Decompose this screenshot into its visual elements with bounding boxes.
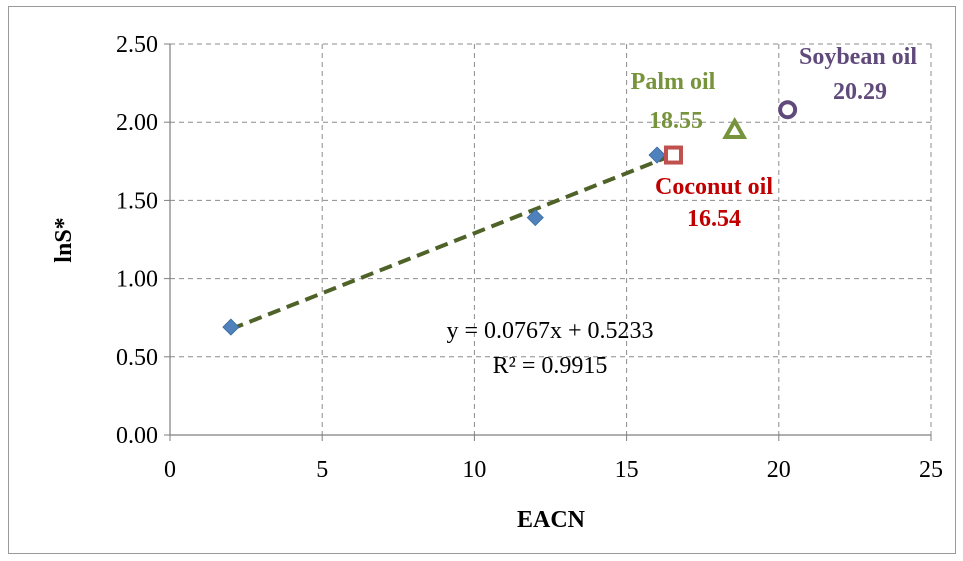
tick-labels: 0 5 10 15 20 25 0.00 0.50 1.00 1.50 2.00 2.50 (116, 32, 943, 483)
y-axis-title: lnS* (51, 217, 77, 262)
coconut-oil-marker (663, 145, 683, 165)
soybean-oil-marker (778, 100, 798, 120)
chart-frame (8, 6, 956, 554)
x-axis-title: EACN (517, 507, 586, 533)
data-point-diamond (648, 146, 666, 164)
soybean-oil-label: Soybean oil (799, 44, 917, 70)
axes (164, 43, 932, 441)
y-tick-label: 1.00 (116, 267, 158, 293)
soybean-oil-eacn-value: 20.29 (833, 79, 887, 105)
data-point-diamond (222, 318, 240, 336)
trendline-r2: R² = 0.9915 (493, 353, 608, 379)
data-points (222, 100, 798, 336)
palm-oil-marker (722, 116, 748, 140)
palm-oil-label: Palm oil (631, 69, 716, 95)
y-tick-label: 0.50 (116, 345, 158, 371)
y-tick-label: 0.00 (116, 423, 158, 449)
trendline (230, 153, 673, 332)
coconut-oil-label: Coconut oil (655, 174, 773, 200)
callout-labels: Coconut oil 16.54 Palm oil 18.55 Soybean oil… (631, 44, 918, 232)
data-point-diamond (526, 209, 544, 227)
palm-oil-eacn-value: 18.55 (649, 108, 703, 134)
x-tick-label: 0 (164, 457, 176, 483)
x-tick-label: 15 (615, 457, 639, 483)
trendline-equation: y = 0.0767x + 0.5233 (446, 318, 653, 344)
x-tick-label: 5 (316, 457, 328, 483)
coconut-oil-eacn-value: 16.54 (687, 206, 741, 232)
y-tick-label: 1.50 (116, 188, 158, 214)
trendline-group (230, 153, 673, 332)
y-tick-label: 2.00 (116, 110, 158, 136)
grid-lines (170, 43, 932, 435)
x-tick-label: 10 (462, 457, 486, 483)
y-tick-label: 2.50 (116, 32, 158, 58)
x-tick-label: 20 (767, 457, 791, 483)
x-tick-label: 25 (919, 457, 943, 483)
